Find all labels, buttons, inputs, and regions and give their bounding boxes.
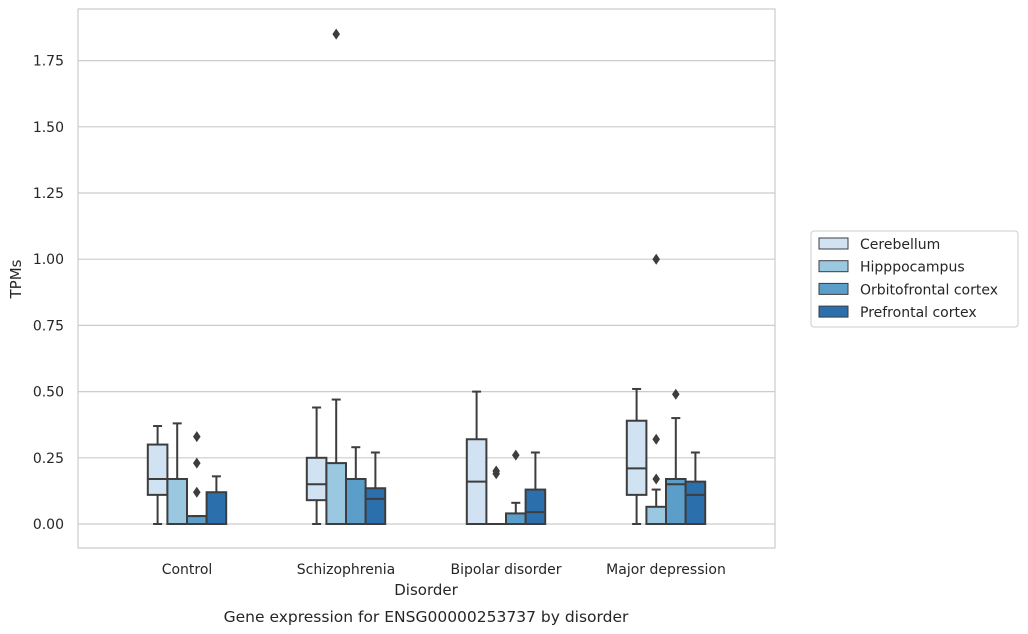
x-tick-label: Schizophrenia — [297, 562, 395, 578]
box-0-3 — [625, 387, 648, 525]
box-3-3 — [684, 451, 707, 525]
legend-swatch — [818, 305, 849, 318]
box-body — [345, 477, 367, 526]
y-tick-label: 0.00 — [33, 517, 64, 533]
y-tick-label: 1.50 — [33, 120, 64, 136]
box-2-0 — [186, 431, 208, 526]
y-axis-title: TPMs — [7, 259, 25, 299]
box-2-2 — [505, 449, 527, 526]
legend-label: Prefrontal cortex — [860, 305, 977, 321]
x-tick-label: Bipolar disorder — [450, 562, 561, 578]
outlier-point — [652, 473, 660, 485]
legend-swatch — [818, 260, 849, 273]
legend-swatch — [818, 282, 849, 295]
box-1-0 — [166, 422, 188, 526]
box-3-1 — [364, 451, 387, 526]
x-tick-label: Major depression — [606, 562, 726, 578]
legend-label: Hipppocampus — [860, 260, 965, 276]
box-body — [325, 462, 347, 526]
chart-caption: Gene expression for ENSG00000253737 by d… — [224, 608, 629, 626]
y-tick-label: 1.00 — [33, 252, 64, 268]
outlier-point — [652, 433, 660, 445]
box-body — [524, 488, 547, 525]
y-tick-labels: 0.00 0.25 0.50 0.75 1.00 1.25 1.50 1.75 — [33, 54, 64, 533]
box-0-0 — [146, 425, 169, 525]
box-0-2 — [465, 390, 488, 526]
y-tick-label: 0.25 — [33, 451, 64, 467]
box-body — [146, 443, 169, 496]
outlier-point — [193, 486, 201, 498]
box-1-1 — [325, 28, 347, 526]
outlier-point — [512, 449, 520, 461]
box-3-0 — [205, 475, 228, 525]
box-1-2 — [485, 465, 507, 526]
x-axis-title: Disorder — [394, 581, 458, 599]
y-tick-label: 0.75 — [33, 318, 64, 334]
x-tick-labels: Control Schizophrenia Bipolar disorder Majo… — [162, 562, 726, 578]
outlier-point — [492, 465, 500, 477]
box-body — [305, 456, 328, 502]
outlier-point — [672, 388, 680, 400]
gridlines — [78, 59, 775, 525]
box-2-1 — [345, 446, 367, 526]
box-body — [645, 505, 668, 525]
y-tick-label: 1.25 — [33, 186, 64, 202]
box-body — [684, 480, 707, 525]
legend-swatch — [818, 237, 849, 250]
legend-label: Cerebellum — [860, 237, 940, 253]
plot-area — [77, 8, 776, 549]
outlier-point — [193, 431, 201, 443]
legend-frame — [810, 230, 1019, 328]
box-1-3 — [645, 253, 668, 525]
box-body — [205, 491, 228, 525]
legend-label: Orbitofrontal cortex — [860, 282, 998, 298]
box-body — [665, 477, 687, 526]
outlier-point — [652, 253, 660, 265]
outlier-point — [193, 457, 201, 469]
x-tick-label: Control — [162, 562, 213, 578]
y-tick-label: 1.75 — [33, 54, 64, 70]
box-3-2 — [524, 451, 547, 525]
y-tick-label: 0.50 — [33, 385, 64, 401]
box-body — [166, 477, 188, 526]
box-body — [364, 487, 387, 526]
box-body — [186, 515, 208, 526]
box-body — [505, 512, 527, 526]
boxes — [146, 28, 707, 526]
legend: Cerebellum Hipppocampus Orbitofrontal cort… — [810, 230, 1019, 328]
outlier-point — [332, 28, 340, 40]
box-2-3 — [665, 388, 687, 526]
box-body — [625, 419, 648, 496]
